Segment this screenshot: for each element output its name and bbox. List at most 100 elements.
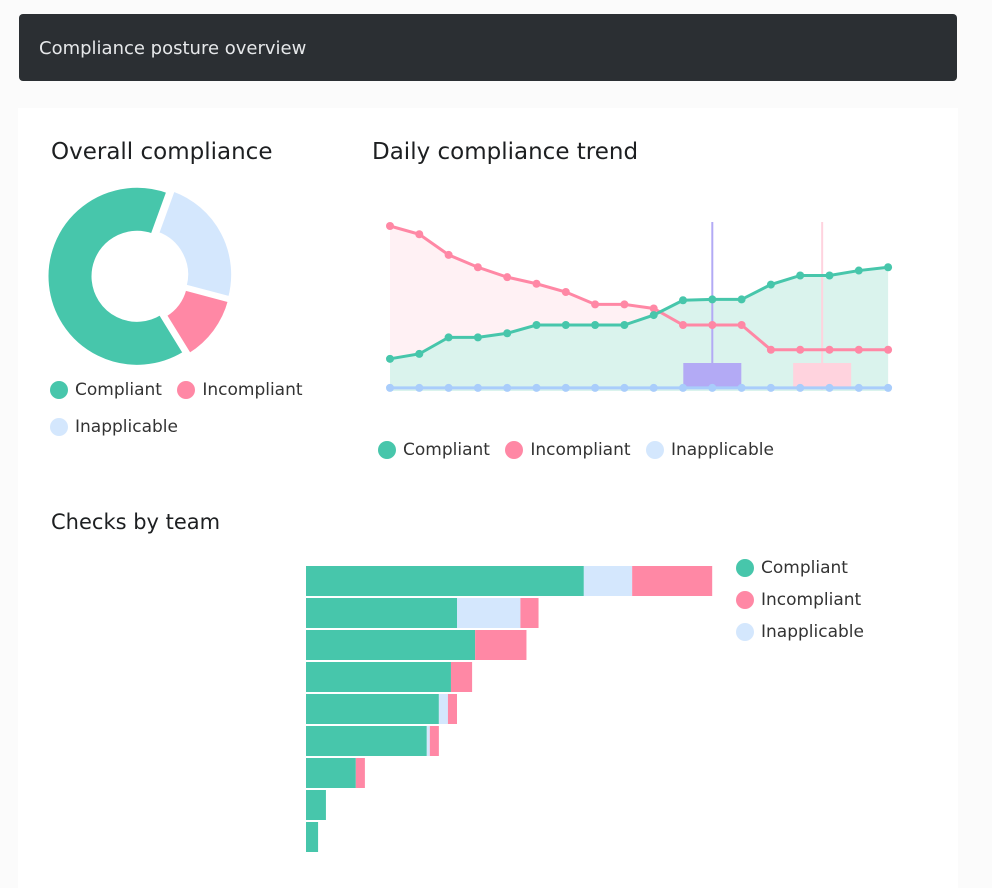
legend-compliant[interactable]: Compliant: [50, 380, 162, 400]
point-compliant: [825, 271, 834, 280]
bar-segment-compliant: [306, 758, 356, 788]
point-compliant: [766, 280, 775, 289]
point-compliant: [561, 321, 570, 329]
legend-compliant[interactable]: Compliant: [736, 558, 864, 578]
compliant-swatch-icon: [736, 559, 754, 577]
bar-segment-compliant: [306, 566, 584, 596]
line-incompliant: [389, 224, 889, 352]
point-inapplicable: [708, 383, 717, 392]
point-inapplicable: [386, 383, 394, 392]
point-incompliant: [679, 321, 687, 329]
page-header: Compliance posture overview: [19, 14, 957, 81]
point-compliant: [444, 333, 453, 342]
point-inapplicable: [444, 383, 453, 392]
donut-title: Overall compliance: [51, 139, 273, 165]
point-incompliant: [884, 345, 893, 354]
point-incompliant: [415, 230, 424, 239]
bar-segment-incompliant: [632, 566, 713, 596]
point-incompliant: [854, 345, 863, 354]
point-inapplicable: [854, 383, 863, 392]
legend-incompliant[interactable]: Incompliant: [505, 440, 631, 460]
legend-inapplicable[interactable]: Inapplicable: [645, 440, 774, 460]
point-incompliant: [532, 279, 541, 288]
point-incompliant: [561, 288, 570, 296]
bar-segment-compliant: [306, 662, 451, 692]
point-compliant: [737, 295, 746, 304]
point-incompliant: [825, 345, 834, 354]
point-compliant: [503, 329, 512, 338]
point-inapplicable: [796, 383, 805, 392]
donut-slice-inapplicable: [155, 188, 235, 300]
bar-segment-incompliant: [429, 726, 439, 756]
bar-segment-compliant: [306, 726, 427, 756]
point-inapplicable: [473, 383, 482, 392]
bar-segment-incompliant: [447, 694, 457, 724]
point-inapplicable: [591, 383, 600, 392]
point-inapplicable: [766, 383, 775, 392]
point-incompliant: [591, 300, 600, 309]
point-inapplicable: [561, 383, 570, 392]
bar-segment-incompliant: [475, 630, 527, 660]
point-inapplicable: [503, 383, 512, 392]
bar-segment-compliant: [306, 790, 326, 820]
donut-slice-incompliant: [163, 287, 232, 357]
point-compliant: [854, 266, 863, 275]
bars-title: Checks by team: [51, 510, 221, 534]
legend-compliant[interactable]: Compliant: [378, 440, 490, 460]
bar-segment-incompliant: [520, 598, 539, 628]
line-compliant: [389, 265, 889, 361]
inapplicable-swatch-icon: [645, 441, 664, 459]
point-compliant: [473, 333, 482, 342]
point-compliant: [415, 349, 424, 358]
point-incompliant: [796, 345, 805, 354]
point-compliant: [386, 354, 394, 363]
point-inapplicable: [532, 383, 541, 392]
compliant-swatch-icon: [50, 381, 68, 399]
point-incompliant: [766, 345, 775, 354]
point-compliant: [591, 321, 600, 329]
point-inapplicable: [825, 383, 834, 392]
point-compliant: [532, 321, 541, 329]
point-compliant: [884, 263, 893, 272]
bar-segment-incompliant: [355, 758, 365, 788]
trend-legend: Compliant Incompliant Inapplicable: [378, 440, 784, 464]
bar-segment-compliant: [306, 822, 319, 852]
donut-legend: Compliant Incompliant Inapplicable: [50, 380, 330, 441]
bar-segment-inapplicable: [583, 566, 633, 596]
bar-segment-compliant: [306, 630, 476, 660]
point-incompliant: [386, 222, 394, 230]
donut-slice-compliant: [45, 184, 187, 368]
point-incompliant: [473, 263, 482, 272]
point-inapplicable: [679, 383, 687, 392]
legend-inapplicable[interactable]: Inapplicable: [50, 417, 178, 437]
point-incompliant: [737, 321, 746, 329]
legend-inapplicable[interactable]: Inapplicable: [736, 622, 864, 642]
point-compliant: [708, 295, 717, 304]
page-title: Compliance posture overview: [39, 38, 307, 59]
point-compliant: [679, 296, 687, 305]
point-compliant: [620, 321, 629, 329]
incompliant-swatch-icon: [736, 591, 754, 609]
marker-box-audit: [793, 363, 852, 389]
point-inapplicable: [884, 383, 893, 392]
bar-segment-inapplicable: [426, 726, 430, 756]
point-inapplicable: [649, 383, 658, 392]
point-incompliant: [444, 250, 453, 259]
bar-segment-compliant: [306, 598, 457, 628]
point-compliant: [649, 311, 658, 320]
compliant-swatch-icon: [378, 441, 396, 459]
point-inapplicable: [737, 383, 746, 392]
inapplicable-swatch-icon: [50, 418, 68, 436]
legend-incompliant[interactable]: Incompliant: [177, 380, 303, 400]
bar-segment-inapplicable: [438, 694, 448, 724]
point-incompliant: [503, 273, 512, 282]
point-incompliant: [649, 304, 658, 313]
point-inapplicable: [620, 383, 629, 392]
legend-incompliant[interactable]: Incompliant: [736, 590, 864, 610]
trend-title: Daily compliance trend: [372, 139, 639, 165]
point-incompliant: [708, 321, 717, 329]
bar-segment-compliant: [306, 694, 439, 724]
